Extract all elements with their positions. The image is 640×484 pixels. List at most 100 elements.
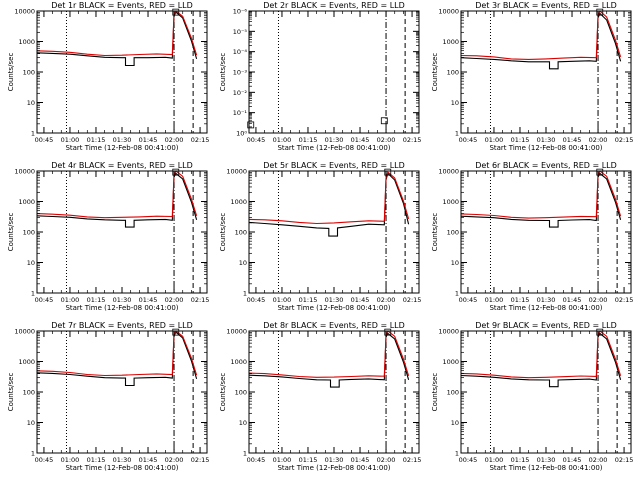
y-tick-label: 100 bbox=[23, 69, 35, 77]
y-tick-label: 10 bbox=[451, 419, 459, 427]
y-tick-label: 10 bbox=[27, 419, 35, 427]
y-axis-label: Counts/sec bbox=[7, 373, 15, 412]
x-tick-label: 02:15 bbox=[191, 136, 210, 144]
chart-panel-5: Det 5r BLACK = Events, RED = LLD 1 10 100 10… bbox=[219, 161, 421, 312]
chart-panel-7: Det 7r BLACK = Events, RED = LLD 1 10 100 10… bbox=[7, 321, 209, 472]
x-tick-label: 00:45 bbox=[459, 456, 478, 464]
y-tick-label: 100 bbox=[447, 229, 459, 237]
chart-panel-4: Det 4r BLACK = Events, RED = LLD 1 10 100 10… bbox=[7, 161, 209, 312]
y-axis-label: Counts/sec bbox=[219, 373, 227, 412]
y-tick-label: 100 bbox=[235, 229, 247, 237]
plot-frame bbox=[460, 330, 632, 454]
y-tick-label: 10 bbox=[239, 419, 247, 427]
data-marker-square bbox=[596, 8, 604, 16]
x-tick-label: 01:15 bbox=[511, 136, 530, 144]
x-tick-label: 00:45 bbox=[35, 296, 54, 304]
y-tick-label: 1 bbox=[455, 130, 459, 138]
series-events bbox=[37, 331, 198, 387]
y-tick-label: 10000 bbox=[438, 8, 459, 16]
chart-panel-1: Det 1r BLACK = Events, RED = LLD 1 10 100 10… bbox=[7, 1, 209, 152]
y-axis-label: Counts/sec bbox=[7, 53, 15, 92]
series-lld bbox=[461, 331, 622, 379]
x-tick-label: 01:15 bbox=[299, 296, 318, 304]
x-tick-label: 02:15 bbox=[403, 296, 422, 304]
chart-panel-8: Det 8r BLACK = Events, RED = LLD 1 10 100 10… bbox=[219, 321, 421, 472]
chart-title: Det 4r BLACK = Events, RED = LLD bbox=[51, 161, 193, 170]
y-tick-label: 10000 bbox=[14, 168, 35, 176]
x-tick-label: 01:45 bbox=[351, 296, 370, 304]
y-tick-label: 100 bbox=[235, 389, 247, 397]
series-events bbox=[461, 332, 622, 388]
data-marker-square bbox=[384, 328, 392, 336]
y-tick-label: 10000 bbox=[14, 328, 35, 336]
chart-panel-3: Det 3r BLACK = Events, RED = LLD 1 10 100 10… bbox=[431, 1, 633, 152]
y-tick-label: 10⁻² bbox=[233, 89, 248, 97]
series-events bbox=[461, 12, 622, 70]
plot-frame bbox=[248, 330, 420, 454]
x-tick-label: 00:45 bbox=[247, 296, 266, 304]
chart-title: Det 1r BLACK = Events, RED = LLD bbox=[51, 1, 193, 10]
data-marker-square bbox=[172, 8, 180, 16]
x-tick-label: 02:15 bbox=[191, 456, 210, 464]
y-tick-label: 10000 bbox=[226, 328, 247, 336]
x-tick-label: 02:15 bbox=[615, 456, 634, 464]
y-tick-label: 100 bbox=[23, 229, 35, 237]
y-axis-label: Counts/sec bbox=[219, 53, 227, 92]
y-tick-label: 1 bbox=[31, 450, 35, 458]
y-tick-label: 10⁻⁴ bbox=[233, 48, 248, 56]
x-tick-label: 01:45 bbox=[351, 456, 370, 464]
x-tick-label: 00:45 bbox=[459, 136, 478, 144]
x-tick-label: 01:15 bbox=[87, 136, 106, 144]
x-axis-label: Start Time (12-Feb-08 00:41:00) bbox=[489, 304, 602, 312]
series-lld bbox=[37, 331, 198, 377]
chart-title: Det 5r BLACK = Events, RED = LLD bbox=[263, 161, 405, 170]
data-marker-square bbox=[247, 121, 255, 129]
x-tick-label: 01:00 bbox=[61, 296, 80, 304]
plot-frame bbox=[248, 10, 420, 134]
x-tick-label: 01:45 bbox=[139, 296, 158, 304]
chart-panel-9: Det 9r BLACK = Events, RED = LLD 1 10 100 10… bbox=[431, 321, 633, 472]
plot-frame bbox=[36, 170, 208, 294]
x-axis-label: Start Time (12-Feb-08 00:41:00) bbox=[277, 144, 390, 152]
series-events bbox=[461, 172, 622, 228]
chart-title: Det 6r BLACK = Events, RED = LLD bbox=[475, 161, 617, 170]
series-lld bbox=[461, 171, 622, 219]
x-tick-label: 02:00 bbox=[589, 136, 608, 144]
x-tick-label: 01:00 bbox=[485, 136, 504, 144]
data-marker-square bbox=[172, 328, 180, 336]
x-tick-label: 01:00 bbox=[273, 456, 292, 464]
x-tick-label: 02:00 bbox=[165, 296, 184, 304]
x-tick-label: 00:45 bbox=[459, 296, 478, 304]
x-tick-label: 02:15 bbox=[403, 136, 422, 144]
y-tick-label: 10 bbox=[27, 99, 35, 107]
x-tick-label: 00:45 bbox=[247, 136, 266, 144]
plot-frame bbox=[36, 330, 208, 454]
chart-title: Det 7r BLACK = Events, RED = LLD bbox=[51, 321, 193, 330]
x-tick-label: 01:00 bbox=[485, 456, 504, 464]
x-tick-label: 01:30 bbox=[325, 136, 344, 144]
x-tick-label: 02:15 bbox=[615, 296, 634, 304]
chart-title: Det 9r BLACK = Events, RED = LLD bbox=[475, 321, 617, 330]
x-axis-label: Start Time (12-Feb-08 00:41:00) bbox=[65, 144, 178, 152]
x-tick-label: 01:30 bbox=[537, 296, 556, 304]
x-tick-label: 01:00 bbox=[273, 136, 292, 144]
plot-frame bbox=[248, 170, 420, 294]
x-tick-label: 01:00 bbox=[61, 456, 80, 464]
x-tick-label: 02:00 bbox=[377, 296, 396, 304]
y-tick-label: 10⁰ bbox=[236, 130, 247, 138]
x-tick-label: 02:00 bbox=[377, 456, 396, 464]
series-events bbox=[37, 11, 198, 67]
plot-frame bbox=[36, 10, 208, 134]
plot-frame bbox=[460, 170, 632, 294]
x-tick-label: 01:15 bbox=[299, 136, 318, 144]
y-tick-label: 1 bbox=[455, 290, 459, 298]
x-axis-label: Start Time (12-Feb-08 00:41:00) bbox=[277, 304, 390, 312]
chart-panel-6: Det 6r BLACK = Events, RED = LLD 1 10 100 10… bbox=[431, 161, 633, 312]
y-tick-label: 100 bbox=[447, 69, 459, 77]
y-tick-label: 100 bbox=[447, 389, 459, 397]
y-axis-label: Counts/sec bbox=[431, 213, 439, 252]
series-lld bbox=[249, 331, 410, 378]
y-tick-label: 1000 bbox=[442, 358, 459, 366]
